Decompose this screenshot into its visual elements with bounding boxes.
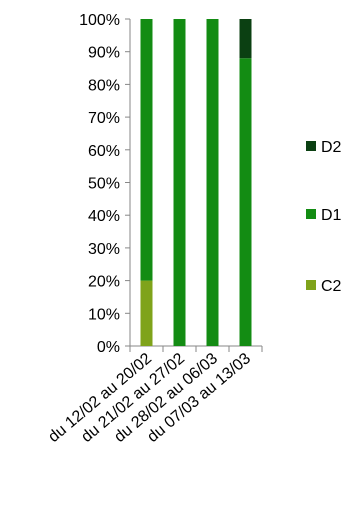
y-tick-label: 20% bbox=[88, 274, 120, 291]
y-tick-label: 40% bbox=[88, 208, 120, 225]
y-tick-label: 100% bbox=[79, 12, 120, 29]
y-tick-label: 0% bbox=[97, 339, 120, 356]
legend-swatch-d2 bbox=[306, 141, 316, 151]
bar-segment-d1 bbox=[239, 58, 252, 347]
legend-label-d1: D1 bbox=[321, 207, 342, 224]
bar-segment-c2 bbox=[140, 280, 153, 346]
bar-segment-d1 bbox=[206, 19, 219, 346]
bars bbox=[140, 19, 252, 347]
y-tick-label: 80% bbox=[88, 77, 120, 94]
bar-segment-d2 bbox=[239, 19, 252, 59]
bar-segment-d1 bbox=[140, 19, 153, 281]
y-tick-label: 60% bbox=[88, 143, 120, 160]
y-tick-label: 50% bbox=[88, 176, 120, 193]
bar-segment-d1 bbox=[173, 19, 186, 346]
legend-label-d2: D2 bbox=[321, 139, 342, 156]
legend-swatch-c2 bbox=[306, 280, 316, 290]
y-axis: 0% 10% 20% 30% 40% 50% 60% 70% 80% 90% 100% bbox=[79, 12, 131, 356]
legend-label-c2: C2 bbox=[321, 278, 342, 295]
y-tick-label: 30% bbox=[88, 241, 120, 258]
legend-swatch-d1 bbox=[306, 209, 316, 219]
y-tick-label: 70% bbox=[88, 110, 120, 127]
y-tick-label: 90% bbox=[88, 45, 120, 62]
y-tick-label: 10% bbox=[88, 306, 120, 323]
legend: C2 D1 D2 bbox=[306, 139, 342, 295]
